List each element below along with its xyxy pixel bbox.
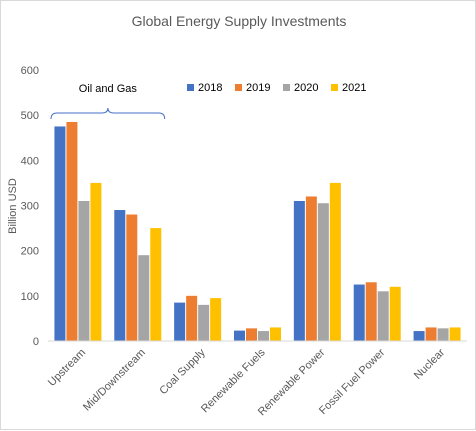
bar-fossil-fuel-power-2021 [389, 286, 401, 341]
bar-fossil-fuel-power-2019 [365, 282, 377, 341]
y-axis-ticks: 0 100 200 300 400 500 600 [21, 65, 39, 348]
bar-renewable-power-2018 [293, 200, 305, 341]
bar-coal-supply-2021 [210, 298, 222, 341]
y-tick-label: 600 [21, 65, 39, 77]
bar-nuclear-2019 [425, 327, 437, 341]
y-tick-label: 200 [21, 246, 39, 258]
legend-label-2019: 2019 [246, 82, 270, 94]
x-tick-label-nuclear: Nuclear [412, 346, 448, 382]
bar-renewable-power-2019 [305, 196, 317, 341]
chart-title: Global Energy Supply Investments [132, 13, 347, 29]
bar-upstream-2020 [78, 200, 90, 341]
y-axis-title: Billion USD [7, 178, 19, 234]
bar-renewable-power-2021 [329, 182, 341, 341]
bar-coal-supply-2019 [186, 295, 198, 341]
bar-mid-downstream-2018 [114, 210, 126, 341]
bar-upstream-2018 [54, 126, 66, 341]
bar-nuclear-2018 [413, 331, 425, 341]
bar-coal-supply-2018 [174, 302, 186, 341]
y-tick-label: 0 [33, 336, 39, 348]
legend-swatch-2019 [235, 84, 242, 91]
bar-fossil-fuel-power-2018 [353, 284, 365, 341]
y-tick-label: 500 [21, 110, 39, 122]
legend: 2018 2019 2020 2021 [187, 82, 366, 94]
y-tick-label: 400 [21, 155, 39, 167]
bars [54, 121, 461, 341]
x-tick-label-renewable-fuels: Renewable Fuels [199, 346, 268, 415]
x-tick-label-coal-supply: Coal Supply [157, 346, 208, 397]
bar-mid-downstream-2019 [126, 214, 138, 341]
x-tick-label-fossil-fuel-power: Fossil Fuel Power [317, 346, 388, 417]
legend-label-2020: 2020 [294, 82, 318, 94]
x-tick-label-mid-downstream: Mid/Downstream [81, 347, 148, 414]
annotation-bracket [50, 107, 166, 120]
bar-upstream-2019 [66, 121, 78, 341]
annotation-oil-and-gas: Oil and Gas [50, 83, 166, 120]
x-tick-label-upstream: Upstream [46, 347, 88, 389]
bar-nuclear-2020 [437, 328, 449, 341]
legend-label-2018: 2018 [198, 82, 222, 94]
bar-mid-downstream-2020 [138, 255, 150, 341]
bar-coal-supply-2020 [198, 304, 210, 341]
annotation-label: Oil and Gas [79, 83, 138, 95]
bar-renewable-fuels-2021 [270, 327, 281, 341]
bar-nuclear-2021 [449, 327, 461, 341]
bar-upstream-2021 [90, 182, 102, 341]
bar-renewable-fuels-2018 [234, 330, 245, 341]
y-tick-label: 100 [21, 291, 39, 303]
legend-swatch-2021 [331, 84, 338, 91]
y-tick-label: 300 [21, 201, 39, 213]
bar-renewable-fuels-2020 [258, 331, 269, 341]
bar-renewable-power-2020 [317, 203, 329, 341]
bar-fossil-fuel-power-2020 [377, 291, 389, 341]
legend-swatch-2018 [187, 84, 194, 91]
bar-mid-downstream-2021 [150, 228, 162, 341]
legend-label-2021: 2021 [342, 82, 366, 94]
bar-renewable-fuels-2019 [246, 328, 257, 341]
legend-swatch-2020 [283, 84, 290, 91]
